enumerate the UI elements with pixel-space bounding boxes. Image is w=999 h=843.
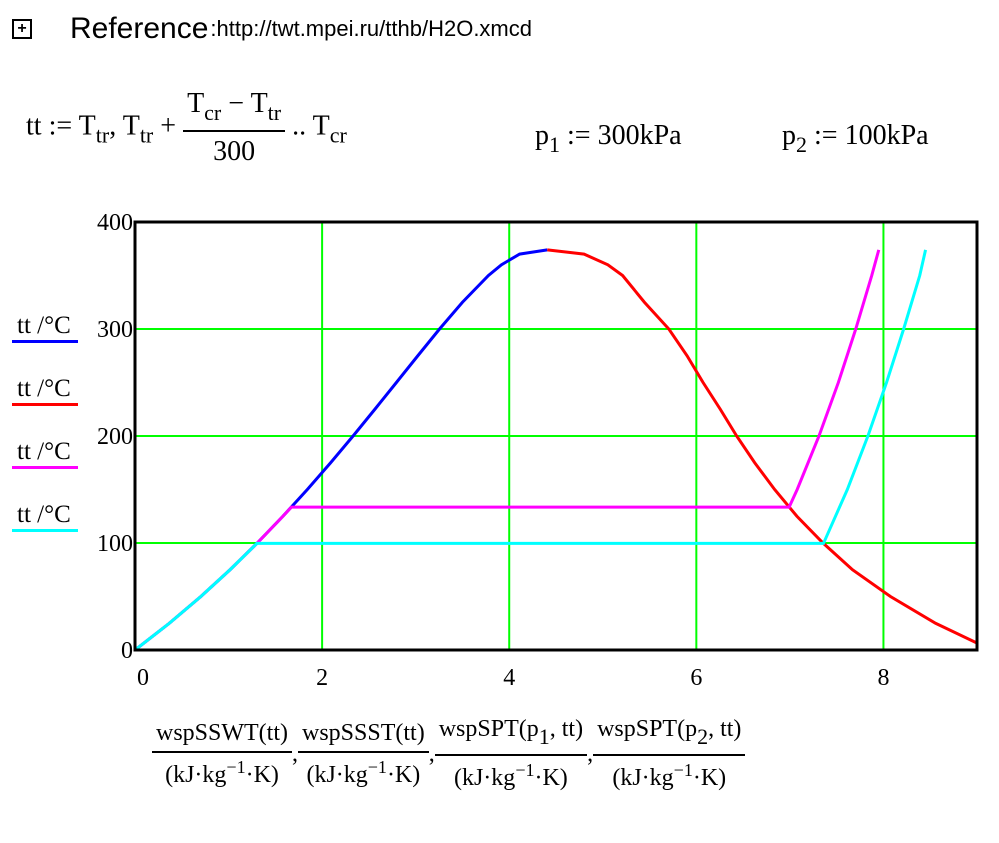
legend: tt /°C tt /°C tt /°C tt /°C: [12, 312, 78, 564]
series-line-1: [135, 248, 548, 650]
assign-op: :=: [48, 110, 73, 142]
x-term-denominator: (kJ·kg−1·K): [612, 760, 727, 791]
legend-label: tt /°C: [17, 438, 71, 465]
x-term-denominator: (kJ·kg−1·K): [453, 760, 568, 791]
p2-value: 100kPa: [844, 120, 929, 151]
p1-definition[interactable]: p1 := 300kPa: [535, 120, 682, 158]
legend-item: tt /°C: [12, 312, 78, 375]
minus-op: −: [228, 88, 245, 119]
legend-line-red: [12, 403, 78, 406]
reference-label: Reference: [70, 12, 209, 45]
legend-label: tt /°C: [17, 312, 71, 339]
t-symbol: T: [122, 110, 140, 142]
unit-text: ·K: [692, 765, 719, 791]
comma: ,: [109, 110, 117, 142]
unit-exp: −1: [673, 760, 693, 780]
comma: ,: [292, 740, 298, 767]
tt-range-definition[interactable]: tt := Ttr, Ttr + Tcr − Ttr 300 .. Tcr: [26, 88, 347, 168]
fn-text: wspSPT(p: [438, 716, 539, 742]
p-symbol: p: [535, 120, 549, 151]
unit-text: ·K: [245, 761, 271, 788]
legend-item: tt /°C: [12, 438, 78, 501]
series-line-2: [547, 248, 977, 645]
x-tick-label: 4: [503, 665, 515, 691]
unit-exp: −1: [226, 756, 246, 777]
unit-text: kJ·kg: [173, 761, 227, 788]
y-tick-label: 300: [97, 317, 133, 343]
unit-text: kJ·kg: [461, 765, 516, 791]
reference-url[interactable]: :http://twt.mpei.ru/tthb/H2O.xmcd: [210, 16, 532, 42]
fn-sub: 1: [538, 724, 550, 749]
comma: ,: [428, 740, 435, 767]
x-term-2: wspSSST(tt) (kJ·kg−1·K): [298, 720, 429, 789]
tr-sub: tr: [139, 122, 154, 148]
cr-sub: cr: [329, 122, 347, 148]
legend-label: tt /°C: [17, 501, 71, 528]
y-tick-label: 200: [97, 424, 133, 450]
unit-exp: −1: [367, 756, 387, 777]
y-tick-label: 100: [97, 531, 133, 557]
unit-text: kJ·kg: [620, 765, 674, 791]
x-term-1: wspSSWT(tt) (kJ·kg−1·K): [152, 720, 292, 789]
unit-text: ·K: [534, 765, 560, 791]
reference-region: + Reference :http://twt.mpei.ru/tthb/H2O…: [12, 12, 532, 46]
range-op: ..: [292, 110, 307, 142]
series-line-4: [135, 249, 928, 650]
legend-item: tt /°C: [12, 375, 78, 438]
y-tick-label: 400: [97, 210, 133, 236]
p2-definition[interactable]: p2 := 100kPa: [782, 120, 929, 158]
t-symbol: T: [250, 88, 268, 119]
legend-line-cyan: [12, 529, 78, 532]
t-symbol: T: [78, 110, 96, 142]
p1-sub: 1: [549, 132, 560, 157]
assign-op: :=: [567, 120, 591, 151]
plot-frame: [133, 220, 979, 652]
x-term-denominator: (kJ·kg−1·K): [306, 756, 421, 788]
t-symbol: T: [312, 110, 330, 142]
unit-exp: −1: [515, 760, 535, 780]
divisor: 300: [213, 136, 256, 167]
x-tick-label: 2: [316, 665, 328, 691]
x-axis-label: wspSSWT(tt) (kJ·kg−1·K) , wspSSST(tt) (kJ·…: [152, 716, 746, 792]
x-term-numerator: wspSSST(tt): [298, 720, 429, 753]
expand-reference-icon[interactable]: +: [12, 19, 32, 39]
x-term-numerator: wspSPT(p2, tt): [593, 716, 746, 756]
chart[interactable]: 0 2 4 6 8 0 100 200 300 400: [0, 0, 999, 700]
plus-op: +: [160, 110, 177, 142]
x-term-numerator: wspSPT(p1, tt): [434, 716, 588, 756]
tr-sub: tr: [267, 100, 282, 125]
y-tick-label: 0: [121, 638, 133, 664]
legend-line-magenta: [12, 466, 78, 469]
legend-item: tt /°C: [12, 501, 78, 564]
fn-sub: 2: [697, 724, 709, 749]
legend-label: tt /°C: [17, 375, 71, 402]
series-line-3: [135, 249, 881, 650]
p-symbol: p: [782, 120, 796, 151]
x-term-numerator: wspSSWT(tt): [152, 720, 292, 753]
unit-text: kJ·kg: [314, 761, 368, 788]
cr-sub: cr: [204, 100, 222, 125]
t-symbol: T: [187, 88, 205, 119]
tt-var: tt: [26, 110, 42, 142]
x-term-denominator: (kJ·kg−1·K): [165, 756, 279, 788]
unit-text: ·K: [386, 761, 413, 788]
x-term-4: wspSPT(p2, tt) (kJ·kg−1·K): [593, 716, 746, 792]
reference-separator: :: [210, 16, 217, 41]
fn-text: wspSPT(p: [597, 716, 698, 742]
assign-op: :=: [814, 120, 838, 151]
p2-sub: 2: [796, 132, 807, 157]
x-term-3: wspSPT(p1, tt) (kJ·kg−1·K): [434, 716, 588, 792]
reference-url-text: http://twt.mpei.ru/tthb/H2O.xmcd: [216, 16, 532, 41]
fn-text: , tt): [708, 716, 742, 742]
fn-text: , tt): [549, 716, 584, 742]
x-tick-label: 0: [137, 665, 149, 691]
p1-value: 300kPa: [597, 120, 682, 151]
step-fraction: Tcr − Ttr 300: [183, 88, 286, 168]
tr-sub: tr: [95, 122, 110, 148]
legend-line-blue: [12, 340, 78, 343]
x-tick-label: 6: [690, 665, 702, 691]
x-tick-label: 8: [877, 665, 889, 691]
comma: ,: [587, 740, 594, 767]
